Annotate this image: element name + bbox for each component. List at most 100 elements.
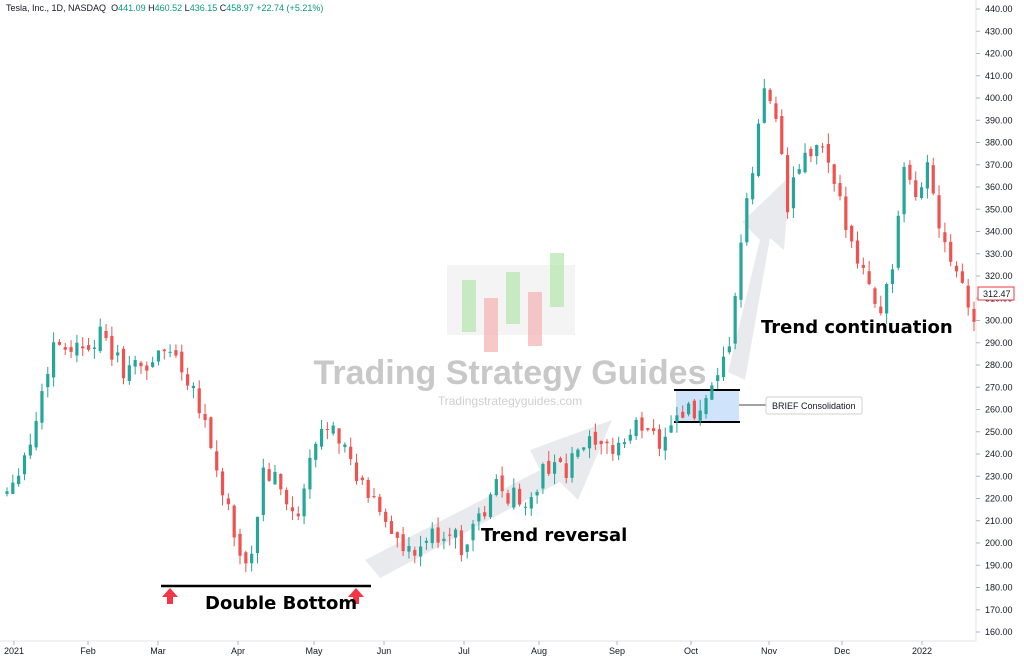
candle-body-down: [238, 533, 242, 556]
candle-body-up: [40, 391, 44, 423]
high-label: H: [148, 3, 155, 13]
candle-body-down: [413, 549, 417, 556]
candle-body-up: [622, 442, 627, 445]
candle-body-down: [861, 264, 865, 268]
time-tick-label: Dec: [834, 646, 851, 656]
candle-body-up: [465, 544, 469, 552]
time-tick-label: Jul: [458, 646, 470, 656]
candle-body-up: [890, 269, 895, 285]
double-bottom-arrow-right: [348, 588, 364, 604]
candle-body-down: [325, 429, 329, 431]
price-tick-label: 260.00: [985, 405, 1013, 415]
candle-body-down: [209, 417, 213, 448]
candle-body-up: [98, 326, 102, 352]
candle-body-up: [727, 346, 731, 353]
candle-body-up: [255, 516, 260, 554]
candle-body-up: [617, 442, 621, 456]
candle-body-down: [121, 348, 126, 379]
candle-body-up: [75, 342, 79, 356]
candle-body-up: [319, 428, 324, 447]
candle-body-up: [716, 375, 720, 382]
candle-body-up: [552, 462, 557, 474]
time-tick-label: Oct: [684, 646, 699, 656]
change-value: +22.74 (+5.21%): [256, 3, 324, 13]
price-tick-label: 280.00: [985, 360, 1013, 370]
candle-body-down: [908, 164, 912, 180]
price-tick-label: 240.00: [985, 449, 1013, 459]
candle-body-down: [104, 330, 108, 339]
candle-body-up: [925, 162, 929, 189]
candle-body-down: [296, 513, 300, 517]
trend-reversal-arrow: [365, 420, 612, 578]
candle-body-down: [826, 143, 830, 163]
candle-body-down: [855, 240, 860, 264]
candle-body-down: [558, 458, 563, 463]
candle-body-down: [809, 148, 813, 157]
candle-body-down: [943, 232, 947, 243]
candle-body-up: [418, 546, 423, 557]
candle-body-down: [162, 349, 166, 352]
candle-body-up: [46, 373, 50, 388]
candle-body-down: [564, 463, 568, 479]
candle-body-up: [308, 457, 312, 490]
price-tick-label: 390.00: [985, 115, 1013, 125]
time-tick-label: Mar: [150, 646, 166, 656]
time-tick-label: Apr: [231, 646, 245, 656]
candle-body-down: [646, 428, 650, 430]
price-tick-label: 210.00: [985, 516, 1013, 526]
candle-body-up: [896, 215, 900, 268]
candle-body-down: [914, 180, 918, 198]
candle-body-down: [518, 488, 522, 505]
candle-body-up: [407, 545, 411, 552]
candle-body-down: [384, 511, 388, 522]
candle-body-down: [780, 116, 784, 154]
candle-body-down: [850, 225, 854, 242]
candle-body-down: [267, 469, 271, 481]
candle-body-down: [459, 530, 463, 556]
last-price-value: 312.47: [983, 289, 1011, 299]
candle-body-up: [494, 479, 498, 496]
candle-body-down: [290, 507, 295, 512]
candle-body-up: [721, 356, 726, 378]
candle-body-up: [488, 494, 493, 518]
candlestick-series: [5, 78, 976, 573]
candle-body-down: [867, 271, 871, 285]
candle-body-down: [180, 351, 184, 373]
price-tick-label: 200.00: [985, 538, 1013, 548]
candle-body-down: [873, 288, 877, 304]
candle-body-up: [430, 528, 434, 544]
candle-body-down: [832, 164, 836, 184]
watermark-logo-bar: [506, 272, 520, 324]
price-tick-label: 290.00: [985, 338, 1013, 348]
candle-body-up: [11, 482, 15, 494]
candle-body-up: [582, 447, 586, 450]
candle-body-up: [535, 491, 539, 496]
candle-body-down: [506, 493, 510, 504]
candle-body-up: [273, 471, 277, 485]
candle-body-up: [791, 177, 796, 209]
double-bottom-arrow-left: [162, 588, 178, 604]
candle-body-down: [774, 103, 778, 119]
candle-body-up: [919, 187, 924, 198]
candle-body-up: [628, 434, 632, 441]
candle-body-down: [599, 440, 603, 445]
candle-body-down: [681, 411, 685, 418]
candle-body-up: [28, 444, 32, 456]
candle-body-up: [902, 166, 906, 215]
candle-body-up: [751, 173, 755, 200]
close-value: 458.97: [226, 3, 254, 13]
price-tick-label: 190.00: [985, 560, 1013, 570]
candle-body-up: [302, 488, 306, 517]
watermark-url: Tradingstrategyguides.com: [438, 394, 582, 408]
candle-body-up: [314, 443, 318, 460]
candle-body-down: [611, 445, 615, 454]
price-tick-label: 320.00: [985, 271, 1013, 281]
candle-body-up: [686, 403, 691, 415]
price-tick-label: 160.00: [985, 627, 1013, 637]
double-bottom-label: Double Bottom: [205, 593, 357, 614]
candle-body-up: [669, 425, 673, 433]
price-tick-label: 180.00: [985, 583, 1013, 593]
candle-body-down: [785, 155, 790, 213]
candle-body-up: [803, 152, 807, 173]
